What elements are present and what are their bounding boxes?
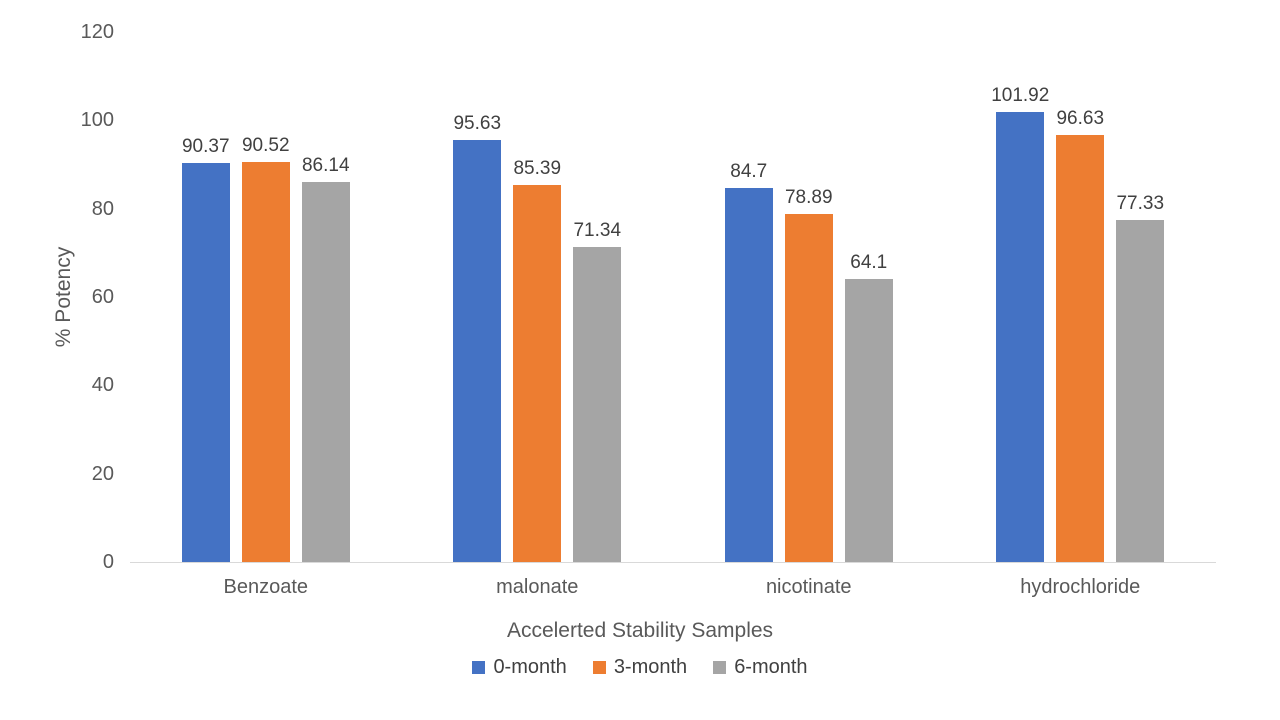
data-label: 84.7 — [730, 160, 768, 182]
plot-area: 90.37 90.52 86.14 95.63 85.39 71.34 84.7 78.89 6… — [130, 32, 1216, 563]
legend-label: 0-month — [493, 656, 567, 678]
y-tick-label: 120 — [80, 21, 114, 43]
legend-item-3-month: 3-month — [592, 654, 688, 680]
y-tick-label: 20 — [91, 462, 114, 485]
y-tick-label: 0 — [102, 551, 114, 573]
category-label-malonate: malonate — [496, 576, 579, 598]
data-label: 71.34 — [573, 219, 622, 241]
y-tick-label: 100 — [80, 109, 114, 132]
data-label: 78.89 — [784, 186, 833, 208]
legend-marker-icon — [592, 660, 606, 674]
data-label: 90.37 — [181, 135, 230, 157]
bar-0-month-Benzoate — [181, 162, 230, 562]
legend: 0-month 3-month 6-month — [0, 654, 1280, 680]
bar-6-month-nicotinate — [844, 278, 893, 562]
legend-item-6-month: 6-month — [713, 654, 808, 680]
data-label: 95.63 — [453, 112, 502, 134]
data-label: 86.14 — [301, 154, 350, 176]
y-tick-label: 80 — [91, 197, 114, 220]
legend-marker-icon — [472, 660, 486, 674]
data-label: 77.33 — [1116, 193, 1165, 215]
y-tick-label: 40 — [91, 374, 114, 397]
category-label-nicotinate: nicotinate — [765, 576, 852, 598]
bar-6-month-malonate — [573, 246, 622, 562]
bar-3-month-malonate — [513, 184, 562, 562]
data-label: 85.39 — [513, 157, 562, 179]
x-axis-title: Accelerted Stability Samples — [506, 619, 774, 642]
data-label: 96.63 — [1056, 108, 1105, 130]
data-label: 90.52 — [241, 135, 290, 157]
data-label: 101.92 — [991, 84, 1050, 106]
legend-label: 6-month — [734, 656, 808, 678]
bar-0-month-hydrochloride — [996, 111, 1045, 562]
data-label: 64.1 — [850, 251, 888, 273]
bar-0-month-nicotinate — [724, 187, 773, 562]
bar-3-month-Benzoate — [241, 162, 290, 562]
legend-label: 3-month — [613, 656, 688, 678]
bar-3-month-hydrochloride — [1056, 135, 1105, 562]
y-tick-label: 60 — [91, 286, 114, 308]
bar-6-month-Benzoate — [301, 181, 350, 562]
legend-marker-icon — [713, 660, 727, 674]
bar-3-month-nicotinate — [784, 213, 833, 562]
bar-6-month-hydrochloride — [1116, 220, 1165, 562]
legend-item-0-month: 0-month — [472, 654, 567, 680]
category-label-Benzoate: Benzoate — [223, 576, 309, 598]
category-label-hydrochloride: hydrochloride — [1020, 576, 1141, 598]
bar-0-month-malonate — [453, 139, 502, 562]
